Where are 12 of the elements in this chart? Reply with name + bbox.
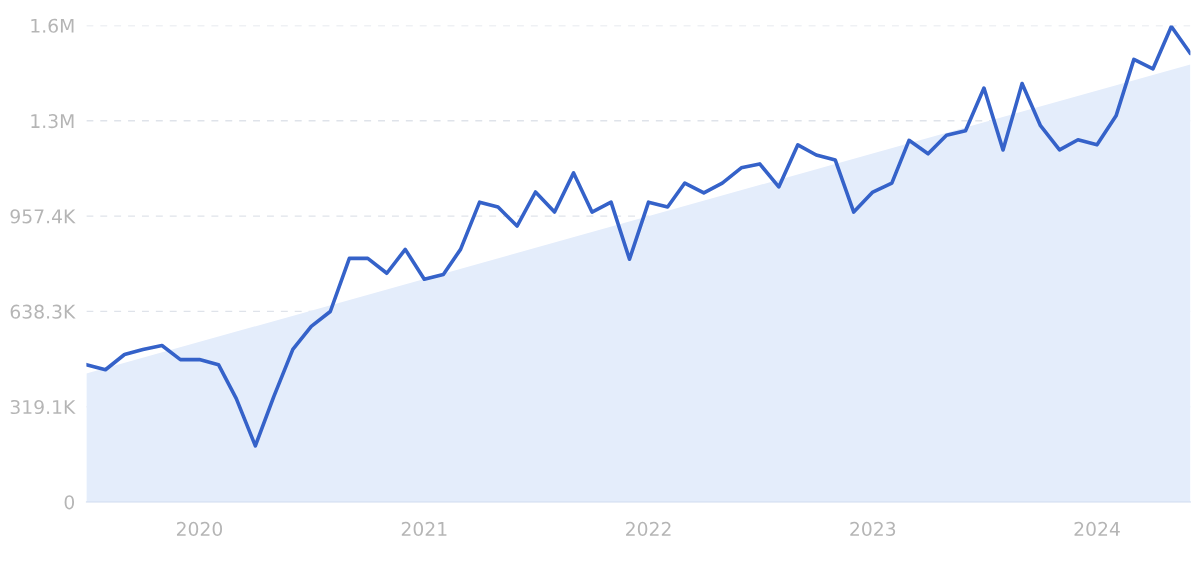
x-tick-label: 2023 — [850, 521, 896, 536]
y-tick-label: 319.1K — [10, 399, 76, 415]
y-tick-label: 638.3K — [10, 304, 76, 319]
y-tick-label: 0 — [64, 495, 75, 510]
x-tick-label: 2022 — [626, 521, 671, 536]
y-tick-label: 1.6M — [31, 18, 74, 33]
y-tick-label: 957.4K — [10, 209, 76, 224]
line-series — [86, 25, 1191, 448]
x-tick-label: 2020 — [176, 521, 223, 536]
y-tick-label: 1.3M — [31, 113, 74, 129]
x-tick-label: 2024 — [1074, 521, 1120, 536]
x-tick-label: 2021 — [401, 521, 447, 536]
